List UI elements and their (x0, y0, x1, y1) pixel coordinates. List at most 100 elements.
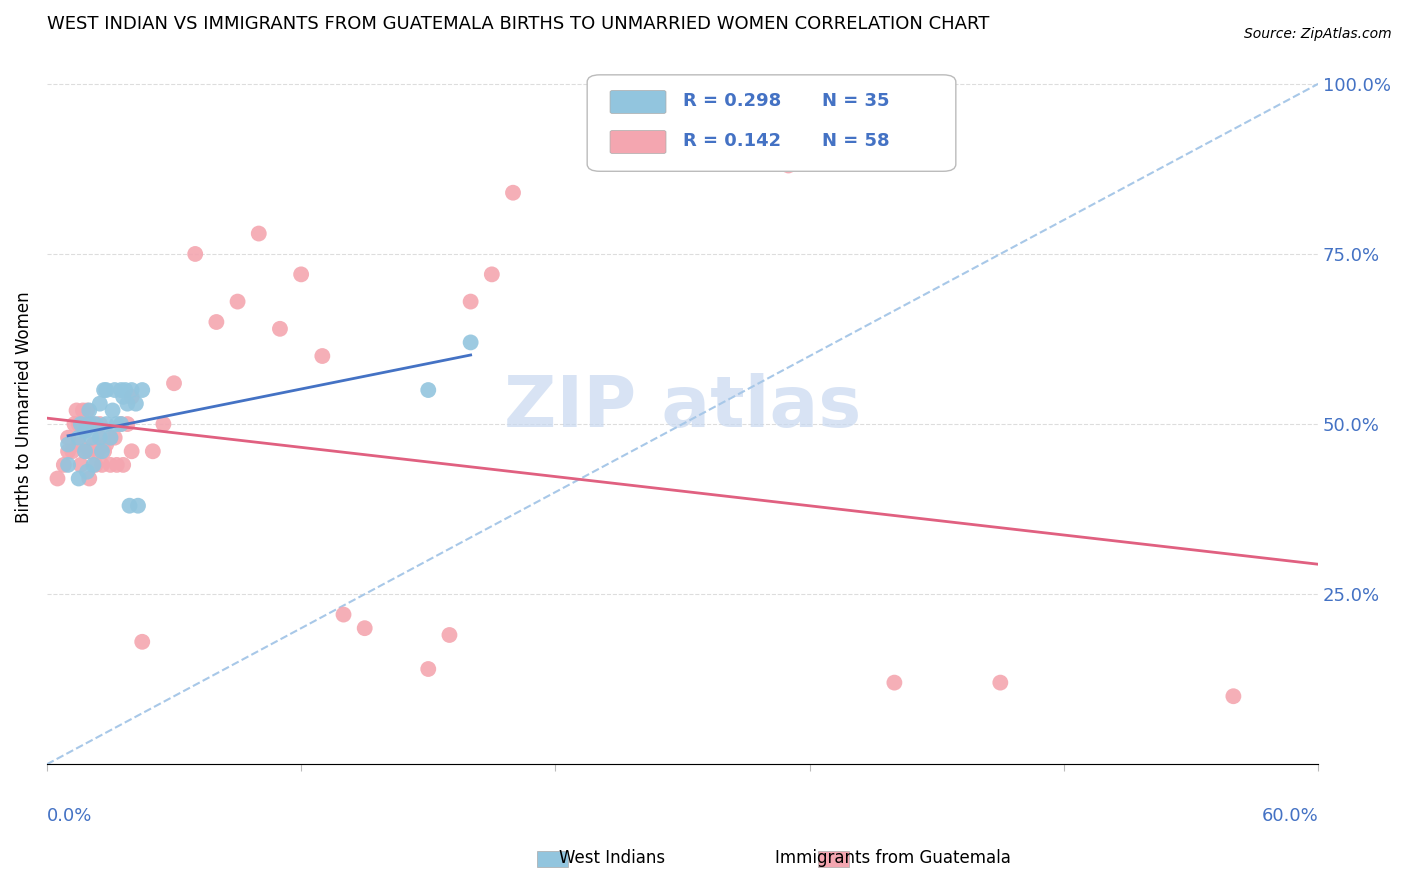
Text: N = 35: N = 35 (823, 92, 890, 110)
Point (89, 417, 111, 431)
Point (131, 383, 153, 397)
Point (69, 417, 91, 431)
Point (988, 675, 1011, 690)
Point (460, 335, 482, 350)
Point (77, 417, 100, 431)
Point (96, 383, 118, 397)
Y-axis label: Births to Unmarried Women: Births to Unmarried Women (15, 292, 32, 523)
Point (72, 417, 94, 431)
Point (110, 417, 132, 431)
Text: R = 0.142: R = 0.142 (682, 131, 780, 150)
Text: West Indians: West Indians (558, 849, 665, 867)
Point (46, 471, 69, 485)
Point (121, 390, 143, 404)
Point (110, 417, 132, 431)
Text: N = 58: N = 58 (823, 131, 890, 150)
Point (73, 424, 96, 438)
Text: R = 0.298: R = 0.298 (682, 92, 780, 110)
Point (76, 403, 98, 417)
Point (93, 444, 115, 458)
Point (105, 417, 128, 431)
Point (332, 607, 354, 622)
Point (269, 322, 291, 336)
Point (83, 417, 105, 431)
Point (104, 431, 127, 445)
Text: 60.0%: 60.0% (1261, 807, 1319, 825)
Point (67, 417, 90, 431)
Point (89, 397, 111, 411)
Point (163, 376, 186, 391)
Point (52, 458, 75, 472)
FancyBboxPatch shape (610, 91, 666, 113)
Point (125, 397, 148, 411)
Point (91, 458, 114, 472)
Point (205, 315, 228, 329)
FancyBboxPatch shape (588, 75, 956, 171)
Point (112, 390, 135, 404)
Point (63, 417, 86, 431)
Point (778, 159, 800, 173)
Point (112, 458, 135, 472)
Text: 0.0%: 0.0% (46, 807, 93, 825)
Point (117, 417, 139, 431)
Point (67, 431, 90, 445)
Point (152, 417, 174, 431)
Point (110, 383, 132, 397)
Point (439, 628, 461, 642)
Point (100, 431, 122, 445)
Point (418, 383, 440, 397)
Point (73, 444, 96, 458)
Point (100, 458, 122, 472)
Text: WEST INDIAN VS IMMIGRANTS FROM GUATEMALA BIRTHS TO UNMARRIED WOMEN CORRELATION C: WEST INDIAN VS IMMIGRANTS FROM GUATEMALA… (46, 15, 990, 33)
FancyBboxPatch shape (610, 130, 666, 153)
Point (353, 621, 375, 635)
Point (77, 403, 100, 417)
Point (127, 499, 149, 513)
Point (77, 444, 100, 458)
Point (60, 444, 83, 458)
Point (142, 444, 165, 458)
Point (91, 444, 114, 458)
Point (117, 397, 139, 411)
Point (89, 431, 111, 445)
Point (226, 294, 249, 309)
Bar (537, 851, 568, 867)
Point (80, 431, 103, 445)
Point (84, 458, 107, 472)
Point (65, 403, 87, 417)
Text: ZIP atlas: ZIP atlas (503, 373, 860, 442)
Point (1222, 690, 1244, 704)
Point (56, 458, 79, 472)
Point (76, 465, 98, 479)
Point (883, 675, 905, 690)
Point (84, 417, 107, 431)
Point (56, 444, 79, 458)
Point (96, 437, 118, 451)
Bar (818, 851, 849, 867)
Point (460, 294, 482, 309)
Point (502, 186, 524, 200)
Point (96, 417, 118, 431)
Point (121, 444, 143, 458)
Point (247, 227, 270, 241)
Point (69, 458, 91, 472)
Point (101, 403, 124, 417)
Point (89, 431, 111, 445)
Point (87, 444, 110, 458)
Point (290, 268, 312, 282)
Point (72, 403, 94, 417)
Point (100, 431, 122, 445)
Point (481, 268, 503, 282)
Point (311, 349, 333, 363)
Point (56, 437, 79, 451)
Point (105, 458, 128, 472)
Point (418, 662, 440, 676)
Point (73, 444, 96, 458)
Point (80, 417, 103, 431)
Point (184, 247, 207, 261)
Point (114, 383, 136, 397)
Point (93, 383, 115, 397)
Point (131, 635, 153, 649)
Text: Immigrants from Guatemala: Immigrants from Guatemala (775, 849, 1011, 867)
Point (67, 471, 90, 485)
